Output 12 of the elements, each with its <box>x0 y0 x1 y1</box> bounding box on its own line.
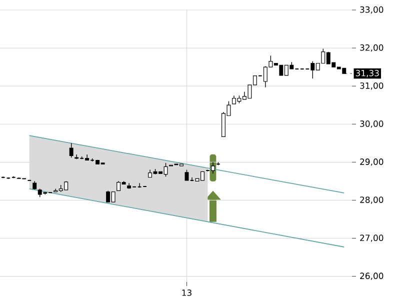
y-tick-label: 31,00 <box>360 82 384 90</box>
y-tick-label: 26,00 <box>360 272 384 280</box>
y-tick-label: 32,00 <box>360 44 384 52</box>
y-tick-label: 33,00 <box>360 6 384 14</box>
y-tick-label: 28,00 <box>360 196 384 204</box>
y-tick-label: 30,00 <box>360 120 384 128</box>
y-tick-label: 27,00 <box>360 234 384 242</box>
candlestick <box>137 182 142 188</box>
ref-line-label: 31,33 <box>356 70 379 78</box>
x-tick-label: 13 <box>182 290 192 296</box>
y-tick-label: 29,00 <box>360 158 384 166</box>
candlestick <box>69 142 74 158</box>
